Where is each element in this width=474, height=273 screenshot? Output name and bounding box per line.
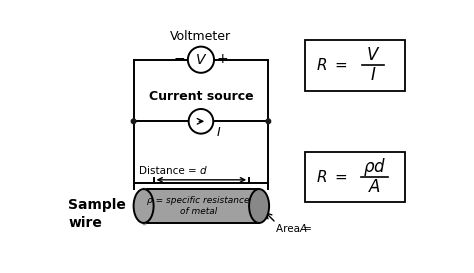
Ellipse shape — [249, 189, 269, 223]
Text: −: − — [174, 52, 185, 66]
Text: $I$: $I$ — [370, 67, 376, 85]
Circle shape — [266, 119, 271, 124]
Text: V: V — [196, 53, 206, 67]
Text: I: I — [216, 126, 220, 139]
FancyBboxPatch shape — [305, 152, 405, 202]
Text: Distance =: Distance = — [139, 166, 200, 176]
Text: d: d — [200, 166, 207, 176]
Text: A: A — [299, 224, 306, 235]
Text: Current source: Current source — [149, 90, 253, 103]
Text: $A$: $A$ — [368, 178, 381, 196]
Text: Sample
wire: Sample wire — [68, 198, 126, 230]
Text: Area =: Area = — [276, 224, 315, 235]
Text: +: + — [216, 52, 228, 66]
Text: $R\ =$: $R\ =$ — [316, 169, 348, 185]
Circle shape — [131, 119, 136, 124]
Text: ρ = specific resistance
of metal: ρ = specific resistance of metal — [147, 196, 249, 216]
FancyBboxPatch shape — [305, 40, 405, 91]
Ellipse shape — [134, 189, 154, 223]
Text: $\rho d$: $\rho d$ — [363, 156, 386, 178]
Circle shape — [188, 47, 214, 73]
Text: Voltmeter: Voltmeter — [170, 30, 231, 43]
Circle shape — [189, 109, 213, 133]
Text: $V$: $V$ — [366, 46, 380, 64]
Text: $R\ =$: $R\ =$ — [316, 58, 348, 73]
Bar — [144, 189, 259, 223]
